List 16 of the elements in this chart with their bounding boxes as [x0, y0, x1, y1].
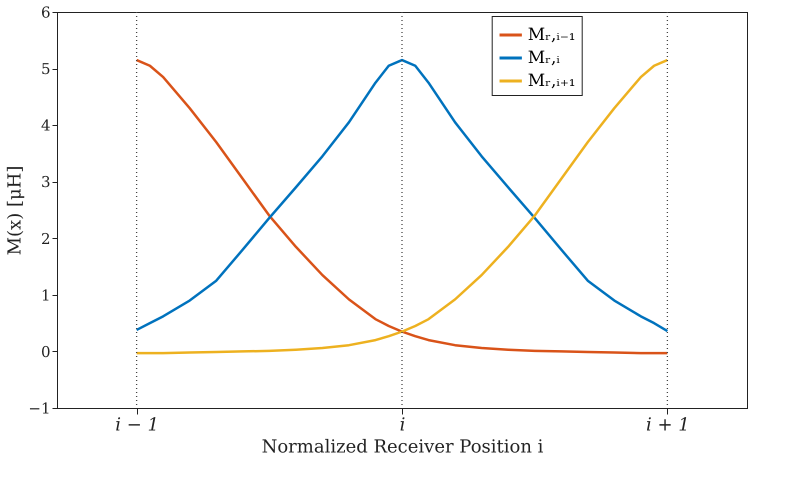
y-tick-label: 5: [40, 60, 50, 78]
y-tick-label: −1: [28, 400, 50, 418]
x-tick-label: i + 1: [646, 414, 690, 436]
y-tick-label: 3: [40, 173, 50, 192]
y-tick-label: 1: [40, 286, 50, 304]
y-tick-label: 2: [40, 230, 50, 248]
y-tick-label: 0: [40, 342, 50, 361]
x-axis-title: Normalized Receiver Position i: [262, 436, 544, 458]
y-tick-label: 6: [40, 4, 50, 22]
x-tick-label: i: [400, 414, 406, 436]
legend-label: Mᵣ,ᵢ₊₁: [528, 70, 576, 91]
legend-label: Mᵣ,ᵢ₋₁: [528, 24, 576, 45]
y-axis-title: M(x) [μH]: [4, 166, 26, 256]
legend-label: Mᵣ,ᵢ: [528, 48, 560, 68]
x-tick-label: i − 1: [115, 414, 159, 436]
y-tick-label: 4: [40, 116, 50, 135]
